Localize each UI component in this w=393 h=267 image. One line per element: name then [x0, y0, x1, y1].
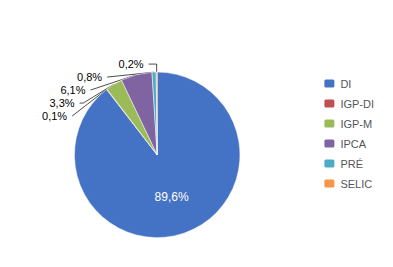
svg-text:89,6%: 89,6%	[155, 190, 189, 204]
svg-text:6,1%: 6,1%	[60, 84, 85, 96]
svg-text:IPCA: IPCA	[340, 138, 366, 150]
svg-text:PRÉ: PRÉ	[340, 158, 363, 170]
svg-text:IGP-DI: IGP-DI	[340, 98, 374, 110]
svg-text:DI: DI	[340, 78, 351, 90]
svg-text:0,1%: 0,1%	[42, 110, 67, 122]
svg-text:IGP-M: IGP-M	[340, 118, 372, 130]
svg-text:3,3%: 3,3%	[49, 97, 74, 109]
svg-text:0,2%: 0,2%	[119, 58, 144, 70]
svg-text:0,8%: 0,8%	[77, 71, 102, 83]
svg-text:SELIC: SELIC	[340, 178, 372, 190]
